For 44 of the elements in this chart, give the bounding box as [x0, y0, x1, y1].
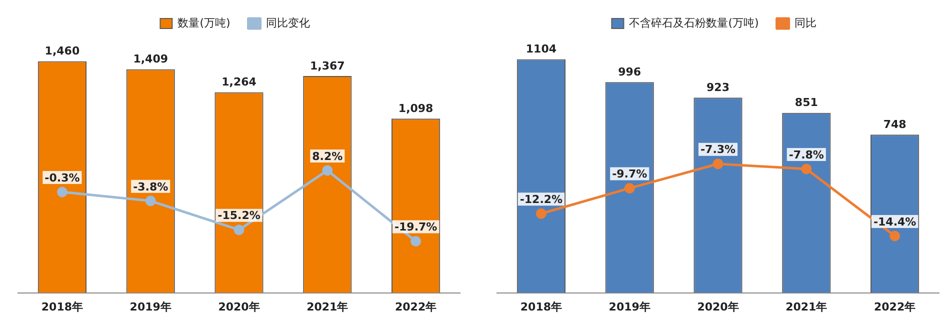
legend-label: 不含碎石及石粉数量(万吨) [629, 16, 759, 30]
x-tick-label: 2020年 [697, 300, 739, 314]
data-label: 1,460 [44, 44, 80, 58]
data-label: 1,409 [133, 52, 168, 66]
legend-label: 同比变化 [266, 16, 310, 30]
data-label: 1,264 [222, 76, 257, 89]
data-label: 851 [794, 96, 818, 110]
data-label: 748 [883, 118, 906, 131]
legend-label: 数量(万吨) [178, 16, 230, 30]
legend-label: 同比 [794, 16, 816, 30]
point [536, 208, 546, 219]
data-label: -9.7% [612, 168, 648, 181]
x-tick-label: 2020年 [218, 300, 260, 314]
point [801, 164, 812, 174]
data-label: -12.2% [520, 192, 563, 206]
data-label: -7.8% [788, 148, 824, 162]
data-label: -14.4% [873, 215, 916, 228]
point [410, 236, 422, 247]
point [145, 196, 156, 206]
data-label: 1104 [526, 42, 557, 56]
data-label: 8.2% [312, 150, 343, 163]
point [234, 224, 244, 236]
point [322, 165, 333, 176]
data-label: 923 [706, 80, 730, 94]
data-label: -15.2% [218, 209, 260, 222]
data-label: 996 [618, 66, 642, 79]
x-tick-label: 2018年 [520, 300, 562, 314]
point [890, 230, 900, 242]
data-label: 1,098 [398, 102, 434, 115]
x-tick-label: 2019年 [608, 300, 650, 314]
data-label: 1,367 [310, 59, 345, 72]
data-label: -3.8% [133, 180, 168, 194]
data-label: -0.3% [44, 171, 80, 184]
x-tick-label: 2021年 [306, 300, 348, 314]
data-label: -19.7% [394, 220, 438, 234]
x-tick-label: 2021年 [786, 300, 828, 314]
x-tick-label: 2022年 [394, 300, 437, 314]
point [624, 182, 635, 194]
point [56, 186, 68, 198]
data-label: -7.3% [700, 143, 736, 156]
x-tick-label: 2022年 [874, 300, 916, 314]
x-tick-label: 2019年 [130, 300, 172, 314]
x-tick-label: 2018年 [41, 300, 84, 314]
point [712, 158, 724, 170]
